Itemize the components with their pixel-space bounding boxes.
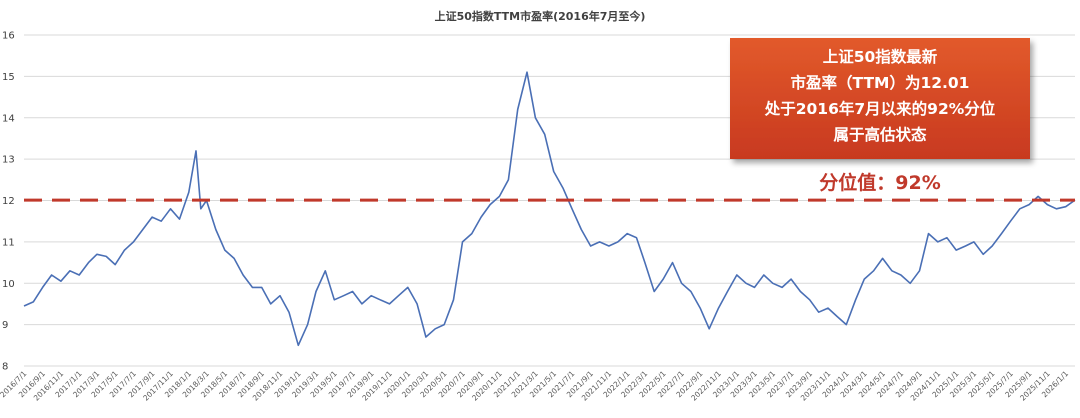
annotation-line-3: 处于2016年7月以来的92%分位 [764, 99, 996, 118]
series-layer [23, 71, 1076, 347]
annotation-background [730, 38, 1030, 159]
annotation-line-2: 市盈率（TTM）为12.01 [791, 73, 970, 92]
x-axis-ticks: 2016/7/12016/9/12016/11/12017/1/12017/3/… [0, 369, 1070, 403]
y-tick-label: 11 [2, 237, 15, 248]
y-axis-ticks: 8 9 10 11 12 13 14 15 16 [2, 31, 15, 373]
y-tick-label: 12 [2, 196, 15, 207]
y-tick-label: 15 [2, 72, 15, 83]
chart-title: 上证50指数TTM市盈率(2016年7月至今) [435, 9, 646, 23]
y-tick-label: 16 [2, 31, 15, 42]
y-tick-label: 9 [2, 320, 8, 331]
annotation-box: 上证50指数最新 市盈率（TTM）为12.01 处于2016年7月以来的92%分… [730, 38, 1030, 159]
percentile-label: 分位值：92% [819, 171, 940, 194]
y-tick-label: 14 [2, 113, 15, 124]
y-tick-label: 10 [2, 279, 15, 290]
y-tick-label: 8 [2, 362, 8, 373]
annotation-line-4: 属于高估状态 [833, 125, 927, 144]
y-tick-label: 13 [2, 155, 15, 166]
pe-ratio-line [23, 71, 1076, 347]
annotation-line-1: 上证50指数最新 [823, 47, 938, 66]
